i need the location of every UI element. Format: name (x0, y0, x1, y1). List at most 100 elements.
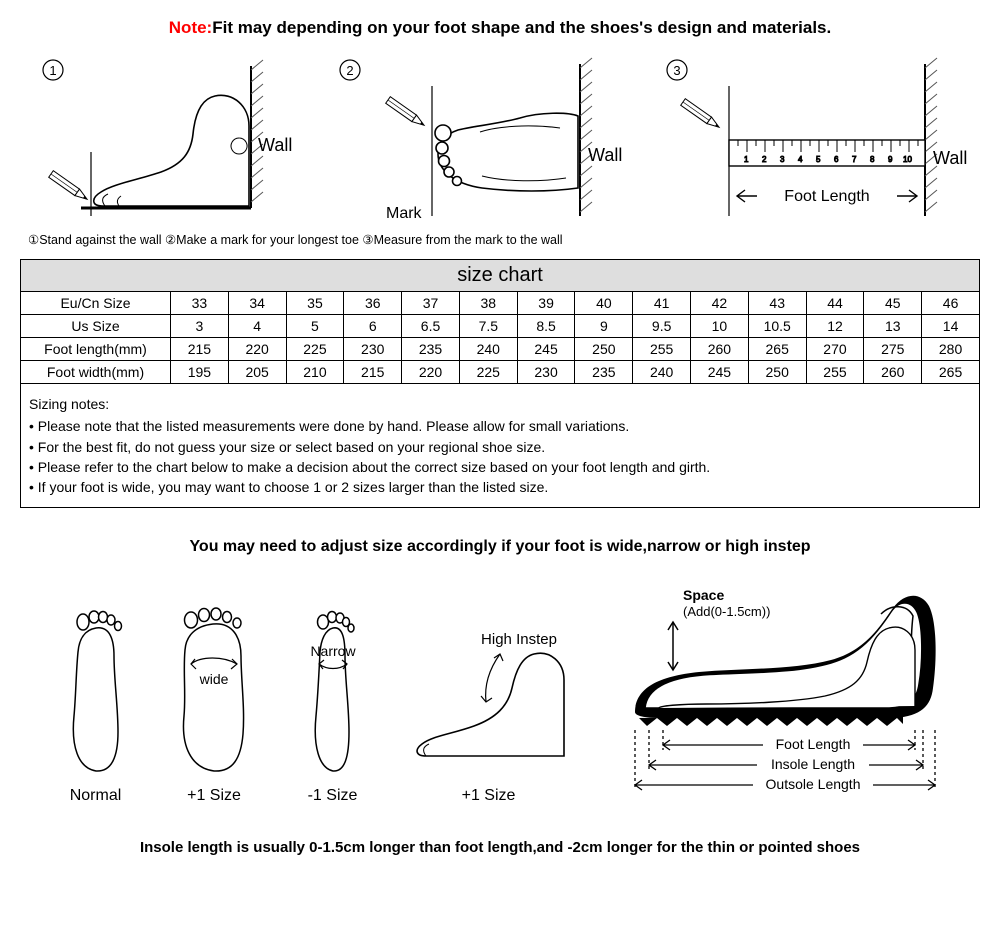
table-cell: 240 (633, 361, 691, 384)
table-cell: 39 (517, 292, 575, 315)
table-cell: 210 (286, 361, 344, 384)
svg-text:10: 10 (903, 155, 912, 164)
table-cell: 9.5 (633, 315, 691, 338)
table-cell: 42 (691, 292, 749, 315)
table-cell: 265 (922, 361, 980, 384)
insole-length-dim: Insole Length (770, 756, 854, 772)
foot-top-icon (435, 113, 578, 191)
space-sub: (Add(0-1.5cm)) (683, 604, 770, 619)
mark-label: Mark (386, 205, 423, 222)
table-cell: 225 (459, 361, 517, 384)
svg-text:1: 1 (744, 155, 749, 164)
step-number-1: 1 (50, 63, 57, 78)
table-cell: 235 (402, 338, 460, 361)
foot-narrow: Narrow -1 Size (293, 606, 373, 805)
svg-text:7: 7 (852, 155, 857, 164)
table-cell: 215 (344, 361, 402, 384)
shoe-icon (635, 596, 936, 726)
table-cell: 10.5 (748, 315, 806, 338)
table-cell: 195 (171, 361, 229, 384)
fit-note: Note:Fit may depending on your foot shap… (10, 18, 990, 38)
table-cell: 40 (575, 292, 633, 315)
measurement-diagrams: 1 Wall (20, 56, 980, 226)
table-cell: 215 (171, 338, 229, 361)
table-cell: 35 (286, 292, 344, 315)
table-cell: 41 (633, 292, 691, 315)
table-cell: 270 (806, 338, 864, 361)
pencil-icon (49, 171, 90, 203)
note-bullet: • For the best fit, do not guess your si… (29, 437, 971, 457)
insole-note: Insole length is usually 0-1.5cm longer … (10, 839, 990, 856)
svg-text:6: 6 (834, 155, 839, 164)
row-label: Foot length(mm) (21, 338, 171, 361)
svg-text:2: 2 (762, 155, 767, 164)
table-cell: 33 (171, 292, 229, 315)
table-row: Eu/Cn Size3334353637383940414243444546 (21, 292, 980, 315)
notes-title: Sizing notes: (29, 394, 971, 414)
table-cell: 230 (344, 338, 402, 361)
svg-text:9: 9 (888, 155, 893, 164)
foot-outline-icon (73, 611, 121, 771)
size-chart: size chart Eu/Cn Size3334353637383940414… (20, 259, 980, 508)
foot-outline-icon (183, 608, 243, 771)
wide-tag: wide (198, 671, 228, 687)
table-cell: 260 (691, 338, 749, 361)
table-cell: 46 (922, 292, 980, 315)
instep-tag: High Instep (481, 631, 557, 648)
table-row: Us Size34566.57.58.599.51010.5121314 (21, 315, 980, 338)
adjust-note: You may need to adjust size accordingly … (10, 538, 990, 556)
table-cell: 280 (922, 338, 980, 361)
foot-length-dim: Foot Length (775, 736, 850, 752)
table-cell: 6.5 (402, 315, 460, 338)
table-cell: 230 (517, 361, 575, 384)
instep-label: +1 Size (404, 787, 574, 805)
table-cell: 4 (228, 315, 286, 338)
table-cell: 9 (575, 315, 633, 338)
outsole-length-dim: Outsole Length (765, 776, 860, 792)
ruler-icon: 1 2 3 4 5 6 7 8 9 10 (729, 140, 925, 166)
table-cell: 5 (286, 315, 344, 338)
diagram-step-2: 2 Wall Mark (330, 56, 630, 226)
svg-text:Wall: Wall (933, 148, 967, 168)
note-bullet: • If your foot is wide, you may want to … (29, 477, 971, 497)
note-bullet: • Please note that the listed measuremen… (29, 416, 971, 436)
note-label: Note: (169, 18, 212, 37)
foot-wide: wide +1 Size (167, 606, 262, 805)
normal-label: Normal (56, 787, 136, 805)
narrow-tag: Narrow (310, 643, 356, 659)
size-table-title-row: size chart (21, 260, 980, 292)
wall-label-1: Wall (258, 135, 292, 155)
table-cell: 260 (864, 361, 922, 384)
svg-text:2: 2 (346, 63, 353, 78)
table-cell: 38 (459, 292, 517, 315)
pencil-icon (680, 99, 721, 131)
shoe-diagram: Space (Add(0-1.5cm)) (615, 580, 945, 805)
wide-label: +1 Size (167, 787, 262, 805)
sizing-notes: Sizing notes: • Please note that the lis… (20, 384, 980, 508)
table-cell: 245 (517, 338, 575, 361)
table-cell: 36 (344, 292, 402, 315)
table-cell: 205 (228, 361, 286, 384)
size-table-title: size chart (21, 260, 980, 292)
svg-text:3: 3 (780, 155, 785, 164)
size-table: size chart Eu/Cn Size3334353637383940414… (20, 259, 980, 384)
foot-type-diagrams: Normal wide +1 Size (40, 580, 960, 805)
foot-high-instep: High Instep +1 Size (404, 606, 574, 805)
svg-text:3: 3 (673, 63, 680, 78)
table-cell: 45 (864, 292, 922, 315)
space-label: Space (683, 587, 724, 603)
table-cell: 220 (402, 361, 460, 384)
table-cell: 12 (806, 315, 864, 338)
table-row: Foot length(mm)2152202252302352402452502… (21, 338, 980, 361)
table-cell: 250 (748, 361, 806, 384)
table-cell: 34 (228, 292, 286, 315)
table-cell: 7.5 (459, 315, 517, 338)
note-text: Fit may depending on your foot shape and… (212, 18, 831, 37)
svg-text:4: 4 (798, 155, 803, 164)
row-label: Eu/Cn Size (21, 292, 171, 315)
table-cell: 10 (691, 315, 749, 338)
foot-length-label: Foot Length (784, 188, 869, 205)
note-bullet: • Please refer to the chart below to mak… (29, 457, 971, 477)
table-cell: 44 (806, 292, 864, 315)
svg-text:Wall: Wall (588, 145, 622, 165)
